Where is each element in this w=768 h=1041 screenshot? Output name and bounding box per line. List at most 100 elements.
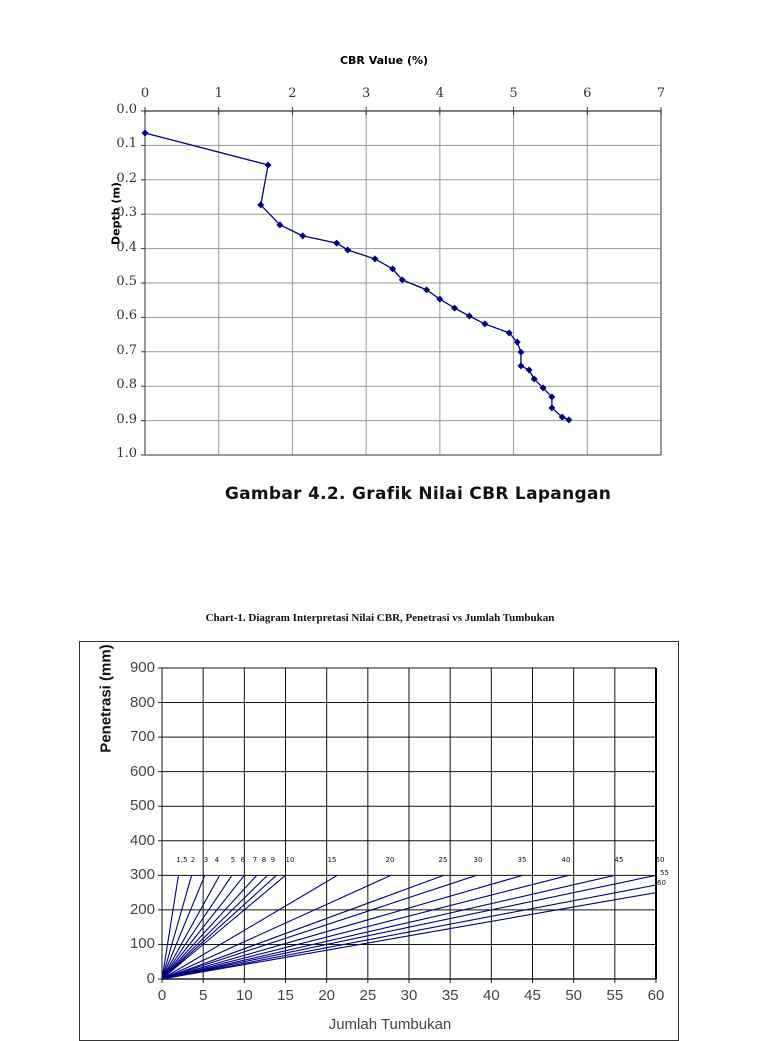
x-tick-label: 40 bbox=[482, 987, 500, 1004]
series-label: 40 bbox=[561, 856, 571, 864]
data-point-marker bbox=[465, 312, 473, 320]
y-tick-label: 800 bbox=[129, 693, 155, 711]
x-tick-label: 7 bbox=[656, 86, 666, 101]
x-tick-label: 30 bbox=[400, 987, 418, 1004]
data-point-marker bbox=[389, 265, 397, 273]
interpretation-line bbox=[161, 874, 245, 980]
y-tick-label: 0.6 bbox=[116, 308, 137, 324]
x-tick-label: 2 bbox=[288, 86, 297, 101]
series-label: 30 bbox=[473, 856, 483, 864]
y-tick-label: 400 bbox=[129, 831, 155, 849]
chart1-plot-area bbox=[141, 107, 662, 456]
series-label: 1,5 bbox=[176, 856, 188, 864]
interpretation-line bbox=[161, 874, 286, 980]
series-label: 25 bbox=[438, 856, 448, 864]
interpretation-line bbox=[161, 874, 268, 980]
data-point-marker bbox=[276, 221, 284, 229]
interpretation-line bbox=[161, 892, 657, 980]
series-label: 2 bbox=[190, 856, 196, 864]
y-tick-label: 1.0 bbox=[116, 446, 137, 461]
x-tick-label: 15 bbox=[277, 987, 294, 1004]
series-label: 3 bbox=[203, 856, 209, 864]
series-label: 9 bbox=[270, 856, 276, 864]
x-tick-label: 5 bbox=[198, 987, 208, 1004]
x-tick-label: 55 bbox=[606, 987, 624, 1004]
y-tick-label: 0.1 bbox=[116, 136, 137, 152]
y-tick-label: 0.9 bbox=[116, 411, 137, 427]
y-tick-label: 0.7 bbox=[116, 342, 137, 358]
y-tick-label: 200 bbox=[129, 900, 155, 918]
data-point-marker bbox=[565, 416, 573, 424]
data-point-marker bbox=[530, 375, 538, 383]
data-point-marker bbox=[333, 239, 341, 247]
interpretation-line bbox=[161, 874, 392, 980]
x-tick-label: 35 bbox=[441, 987, 459, 1004]
x-tick-label: 6 bbox=[583, 86, 592, 101]
data-point-marker bbox=[423, 286, 431, 294]
data-point-marker bbox=[517, 348, 525, 356]
data-point-marker bbox=[539, 384, 547, 392]
interpretation-line bbox=[161, 874, 477, 980]
y-tick-label: 0.8 bbox=[116, 377, 137, 393]
y-tick-label: 600 bbox=[129, 762, 155, 780]
interpretation-line bbox=[161, 874, 615, 980]
y-tick-label: 0.3 bbox=[116, 205, 137, 221]
y-tick-label: 300 bbox=[129, 866, 155, 884]
x-tick-label: 25 bbox=[359, 987, 377, 1004]
interpretation-line bbox=[161, 875, 206, 980]
y-tick-label: 0.4 bbox=[116, 239, 137, 255]
data-point-marker bbox=[371, 255, 379, 263]
y-tick-label: 0 bbox=[146, 970, 155, 987]
series-label: 15 bbox=[327, 856, 337, 864]
x-tick-label: 45 bbox=[524, 987, 541, 1004]
interpretation-line bbox=[161, 875, 221, 980]
series-label: 5 bbox=[230, 856, 236, 864]
interpretation-line bbox=[161, 875, 233, 980]
series-label: 6 bbox=[240, 856, 246, 864]
series-label: 8 bbox=[261, 856, 267, 864]
interpretation-line bbox=[161, 874, 338, 980]
interpretation-line bbox=[161, 874, 444, 980]
data-point-marker bbox=[513, 338, 521, 346]
y-tick-label: 0.5 bbox=[116, 274, 137, 289]
interpretation-line bbox=[161, 874, 277, 980]
data-point-marker bbox=[481, 320, 489, 328]
data-point-marker bbox=[505, 329, 513, 337]
series-label: 7 bbox=[252, 856, 258, 864]
data-point-marker bbox=[548, 393, 556, 401]
interpretation-line bbox=[161, 884, 657, 980]
data-point-marker bbox=[548, 404, 556, 412]
interpretation-line bbox=[161, 874, 657, 980]
data-point-marker bbox=[558, 413, 566, 421]
interpretation-line bbox=[161, 874, 523, 980]
data-point-marker bbox=[264, 161, 272, 169]
data-point-marker bbox=[257, 201, 265, 209]
series-label: 35 bbox=[517, 856, 527, 864]
x-tick-label: 4 bbox=[435, 86, 444, 101]
figure-caption: Gambar 4.2. Grafik Nilai CBR Lapangan bbox=[224, 484, 612, 504]
data-point-marker bbox=[141, 129, 149, 137]
x-tick-label: 5 bbox=[509, 86, 518, 101]
y-tick-label: 0.0 bbox=[116, 102, 137, 117]
series-label: 4 bbox=[214, 856, 220, 864]
y-tick-label: 700 bbox=[129, 728, 155, 746]
interpretation-line bbox=[161, 874, 569, 980]
data-point-marker bbox=[344, 246, 352, 254]
x-tick-label: 50 bbox=[565, 987, 582, 1004]
y-tick-label: 0.2 bbox=[116, 170, 137, 186]
data-point-marker bbox=[299, 232, 307, 240]
x-tick-label: 10 bbox=[235, 987, 253, 1004]
interpretation-line bbox=[161, 874, 258, 980]
x-tick-label: 60 bbox=[647, 987, 665, 1004]
data-point-marker bbox=[517, 362, 525, 370]
y-tick-label: 500 bbox=[129, 797, 155, 815]
x-tick-label: 0 bbox=[140, 86, 150, 101]
y-tick-label: 100 bbox=[129, 935, 155, 953]
chart1-title: CBR Value (%) bbox=[339, 54, 429, 67]
y-tick-label: 900 bbox=[129, 659, 155, 676]
data-point-marker bbox=[398, 276, 406, 284]
chart2-plot-area bbox=[158, 667, 657, 983]
chart2-x-axis-label: Jumlah Tumbukan bbox=[328, 1016, 452, 1033]
series-label: 20 bbox=[385, 856, 395, 864]
series-label: 50 bbox=[655, 856, 665, 864]
